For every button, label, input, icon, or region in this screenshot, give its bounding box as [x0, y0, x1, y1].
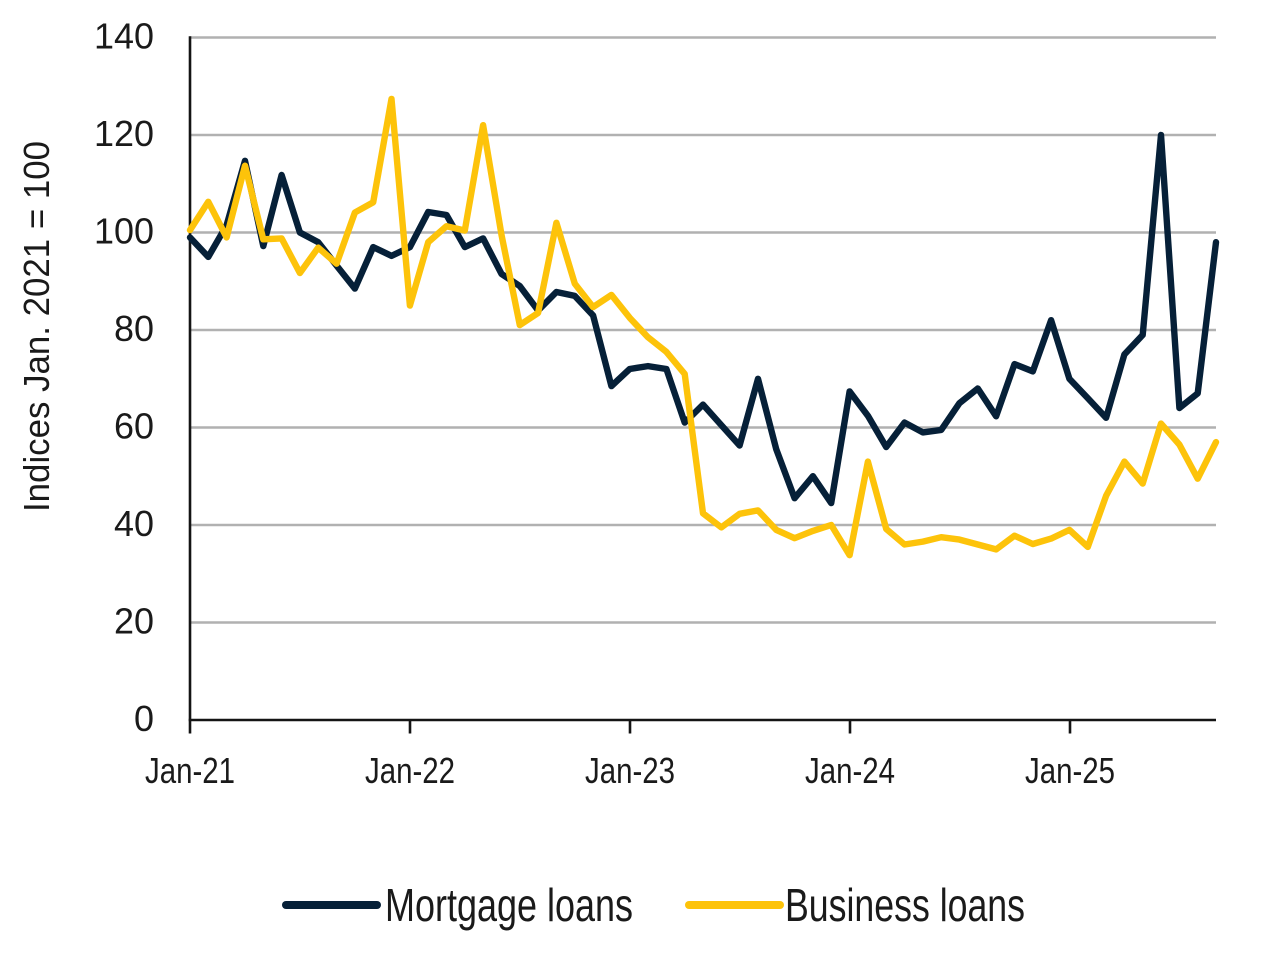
- svg-text:120: 120: [94, 113, 154, 154]
- svg-text:Jan-25: Jan-25: [1025, 750, 1115, 791]
- svg-text:Jan-23: Jan-23: [585, 750, 675, 791]
- svg-text:Jan-24: Jan-24: [805, 750, 895, 791]
- svg-text:100: 100: [94, 211, 154, 252]
- svg-text:0: 0: [134, 698, 154, 739]
- svg-text:60: 60: [114, 406, 154, 447]
- svg-text:20: 20: [114, 601, 154, 642]
- svg-text:Jan-22: Jan-22: [365, 750, 455, 791]
- svg-text:80: 80: [114, 308, 154, 349]
- svg-text:Indices Jan. 2021 = 100: Indices Jan. 2021 = 100: [16, 141, 57, 512]
- svg-text:Jan-21: Jan-21: [145, 750, 235, 791]
- svg-text:Business loans: Business loans: [785, 879, 1025, 931]
- svg-text:Mortgage loans: Mortgage loans: [385, 879, 633, 931]
- svg-text:40: 40: [114, 503, 154, 544]
- svg-text:140: 140: [94, 16, 154, 57]
